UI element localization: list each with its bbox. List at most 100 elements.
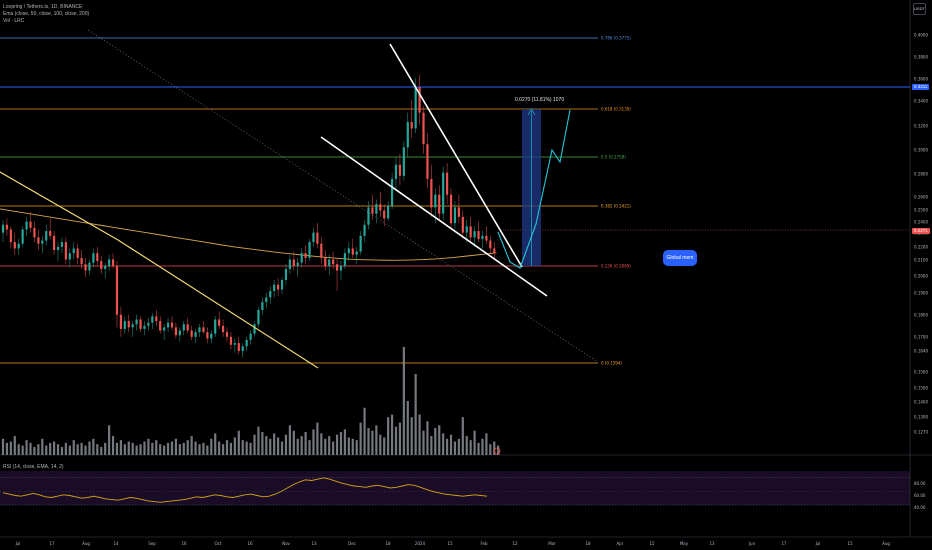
candle-body [5,224,9,230]
volume-bar [88,441,91,455]
volume-bar [96,444,99,455]
volume-bar [111,436,115,455]
ema-legend[interactable]: Ema (close, 50, close, 100, close, 200) [3,11,90,17]
time-tick-label: Oct [215,541,222,546]
volume-bar [257,426,260,455]
time-tick-label: 15 [847,541,853,546]
candle-body [300,253,303,263]
volume-bar [379,434,382,455]
candle-body [151,316,154,323]
price-tick-label: 0.2500 [914,208,928,213]
candle-body [292,259,295,266]
volume-bar [280,441,284,455]
candle-body [261,302,264,310]
candle-body [434,194,437,208]
volume-bar [60,446,64,455]
volume-bar [292,430,295,455]
candle-body [68,253,71,260]
volume-bar [375,425,378,455]
candle-body [45,231,48,241]
candle-body [76,248,79,258]
volume-bar [477,442,480,455]
volume-bar [493,441,496,455]
volume-bar [186,440,189,455]
volume-bar [119,440,122,455]
candle-body [414,87,417,129]
candle-body [288,259,291,269]
volume-bar [190,436,193,455]
fib-level-label: 0.5 (0.2758) [601,155,626,160]
price-tick-label: 0.1900 [914,291,928,296]
volume-legend[interactable]: Vol · LRC [3,18,25,24]
rsi-legend[interactable]: RSI (14, close, EMA, 14, 2) [3,464,64,470]
candle-body [316,232,319,244]
candle-body [445,172,449,195]
volume-bar [170,441,174,455]
time-tick-label: Nov [282,541,290,546]
volume-bar [418,414,421,455]
candle-body [25,221,28,230]
candle-body [406,122,409,148]
candle-body [465,226,468,233]
candle-body [17,243,20,249]
volume-bar [390,414,394,455]
candle-body [202,327,205,333]
candle-body [426,144,429,179]
time-tick-label: Jul [15,541,21,546]
time-tick-label: 15 [447,541,453,546]
candle-body [402,147,405,176]
candle-body [221,325,225,333]
candle-body [269,291,272,298]
candle-body [277,284,280,290]
volume-bar [9,441,12,455]
volume-bar [332,441,335,455]
volume-bar [288,425,291,455]
volume-bar [351,438,354,455]
price-tick-label: 0.2100 [914,258,928,263]
candle-body [383,210,386,219]
volume-bar [194,441,197,455]
candle-body [72,248,75,254]
alert-marker [493,447,501,455]
volume-bar [104,442,107,455]
candle-body [218,319,221,326]
volume-bar [100,446,103,455]
candle-body [194,332,197,337]
candle-body [351,248,354,255]
volume-bar [465,436,468,455]
price-tick-label: 0.1300 [914,415,928,420]
candle-body [155,316,158,322]
candle-body [52,235,56,250]
candle-body [332,259,335,265]
volume-bar [155,440,158,455]
candle-body [308,242,311,258]
candle-body [174,327,178,336]
candle-body [273,284,276,292]
volume-bar [123,444,126,455]
volume-bar [273,433,276,455]
candle-body [422,112,425,145]
candle-body [9,229,12,243]
volume-bar [402,347,405,455]
candle-body [442,172,445,214]
volume-bar [445,438,449,455]
volume-bar [363,407,366,455]
volume-bar [68,445,71,455]
candle-body [367,207,370,225]
candle-body [394,164,398,179]
candle-body [320,243,323,258]
currency-selector[interactable]: USDT [913,3,926,15]
candle-body [371,207,374,214]
global-button[interactable]: Global mem [663,250,697,266]
volume-bar [457,438,460,455]
candle-body [108,259,111,266]
candle-body [328,259,331,266]
price-tick-label: 0.1400 [914,400,928,405]
volume-bar [497,445,500,455]
volume-bar [261,432,264,455]
candle-body [96,253,99,262]
volume-bar [218,441,221,455]
fib-level-label: 0.786 (0.3775) [601,36,631,41]
